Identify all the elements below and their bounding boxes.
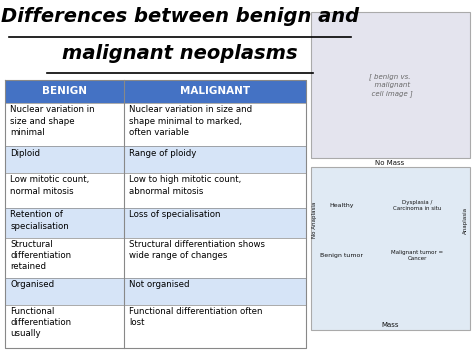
Text: Malignant tumor =
Cancer: Malignant tumor = Cancer: [391, 250, 443, 261]
Text: [ benign vs.
  malignant
  cell image ]: [ benign vs. malignant cell image ]: [367, 73, 413, 97]
Text: Range of ploidy: Range of ploidy: [129, 149, 197, 158]
Bar: [124, 278, 306, 305]
Text: Nuclear variation in
size and shape
minimal: Nuclear variation in size and shape mini…: [10, 105, 95, 137]
Text: No Anaplasia: No Anaplasia: [312, 202, 317, 238]
Text: Low to high mitotic count,
abnormal mitosis: Low to high mitotic count, abnormal mito…: [129, 175, 242, 196]
Text: Retention of
specialisation: Retention of specialisation: [10, 211, 69, 230]
Text: Diploid: Diploid: [10, 149, 40, 158]
Bar: [5, 237, 124, 278]
Bar: [124, 237, 306, 278]
Bar: [5, 80, 124, 103]
Text: malignant neoplasms: malignant neoplasms: [62, 44, 298, 64]
Text: Functional differentiation often
lost: Functional differentiation often lost: [129, 307, 263, 327]
Text: MALIGNANT: MALIGNANT: [180, 86, 250, 97]
Text: No Mass: No Mass: [375, 160, 405, 166]
Text: Differences between benign and: Differences between benign and: [1, 7, 359, 26]
Bar: [5, 278, 124, 305]
Text: Not organised: Not organised: [129, 280, 190, 289]
Text: Structural
differentiation
retained: Structural differentiation retained: [10, 240, 72, 271]
Text: Mass: Mass: [382, 322, 399, 328]
Bar: [5, 173, 124, 208]
Text: Healthy: Healthy: [329, 203, 354, 208]
Text: Nuclear variation in size and
shape minimal to marked,
often variable: Nuclear variation in size and shape mini…: [129, 105, 253, 137]
Bar: [124, 103, 306, 146]
Bar: [124, 208, 306, 237]
Text: Organised: Organised: [10, 280, 55, 289]
Bar: [124, 173, 306, 208]
FancyBboxPatch shape: [311, 167, 470, 330]
Text: Benign tumor: Benign tumor: [320, 253, 363, 258]
Text: Dysplasia /
Carcinoma in situ: Dysplasia / Carcinoma in situ: [393, 200, 441, 212]
Bar: [5, 146, 124, 173]
Text: BENIGN: BENIGN: [42, 86, 87, 97]
Text: Low mitotic count,
normal mitosis: Low mitotic count, normal mitosis: [10, 175, 90, 196]
Text: Loss of specialisation: Loss of specialisation: [129, 211, 221, 219]
Bar: [124, 146, 306, 173]
Text: Structural differentiation shows
wide range of changes: Structural differentiation shows wide ra…: [129, 240, 265, 260]
Bar: [5, 208, 124, 237]
Bar: [124, 305, 306, 348]
Bar: [5, 103, 124, 146]
Bar: [124, 80, 306, 103]
FancyBboxPatch shape: [311, 12, 470, 158]
Text: Functional
differentiation
usually: Functional differentiation usually: [10, 307, 72, 338]
Text: Anaplasia: Anaplasia: [464, 207, 468, 234]
Bar: [5, 305, 124, 348]
